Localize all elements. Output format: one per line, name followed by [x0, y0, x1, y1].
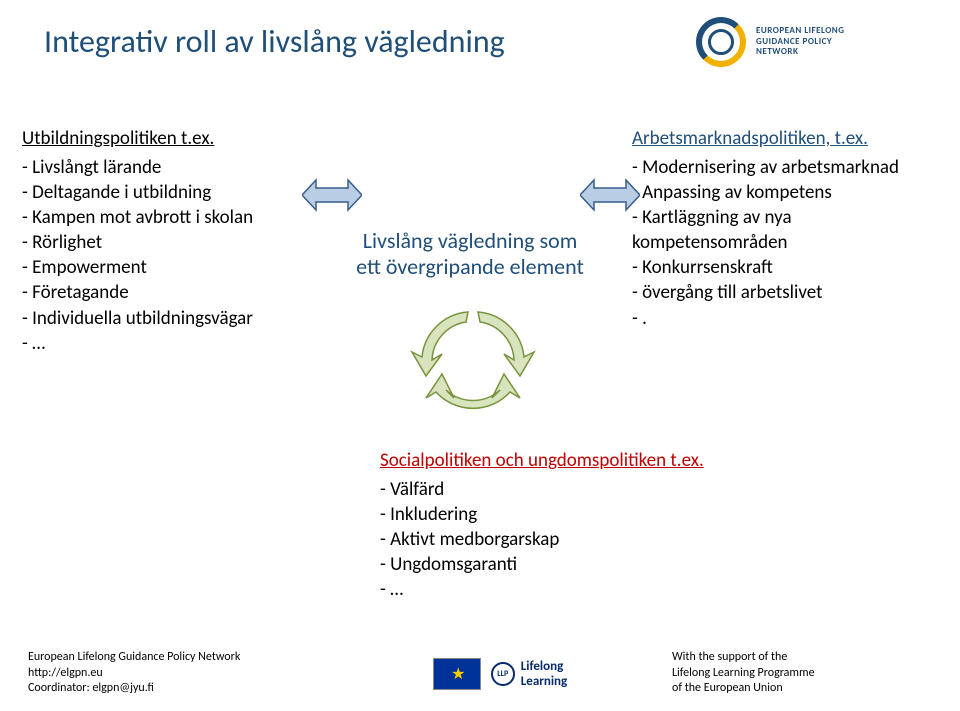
social-youth-policy-block: Socialpolitiken och ungdomspolitiken t.e…	[380, 448, 850, 602]
labour-list: Modernisering av arbetsmarknad Anpassing…	[632, 155, 932, 331]
list-item: Välfärd	[380, 477, 850, 502]
list-item: Inkludering	[380, 502, 850, 527]
social-heading: Socialpolitiken och ungdomspolitiken t.e…	[380, 448, 850, 473]
education-list: Livslångt lärande Deltagande i utbildnin…	[22, 155, 302, 356]
elgpn-logo-mark	[696, 17, 746, 67]
footer-support3: of the European Union	[672, 681, 932, 697]
elgpn-logo-text: EUROPEAN LIFELONG GUIDANCE POLICY NETWOR…	[756, 26, 844, 57]
list-item: övergång till arbetslivet	[632, 280, 932, 305]
list-item: Empowerment	[22, 255, 302, 280]
footer-mid: ★ LLP Lifelong Learning	[328, 658, 672, 690]
eu-stars-icon: ★	[434, 659, 480, 689]
footer-url: http://elgpn.eu	[28, 666, 328, 682]
footer-support2: Lifelong Learning Programme	[672, 666, 932, 682]
center-line1: Livslång vägledning som	[340, 228, 600, 254]
footer-coordinator: Coordinator: elgpn@jyu.fi	[28, 681, 328, 697]
footer-support1: With the support of the	[672, 650, 932, 666]
footer-org: European Lifelong Guidance Policy Networ…	[28, 650, 328, 666]
list-item: Rörlighet	[22, 230, 302, 255]
list-item: Kampen mot avbrott i skolan	[22, 205, 302, 230]
education-heading: Utbildningspolitiken t.ex.	[22, 126, 302, 151]
list-item: Livslångt lärande	[22, 155, 302, 180]
footer-right: With the support of the Lifelong Learnin…	[672, 650, 932, 697]
labour-policy-block: Arbetsmarknadspolitiken, t.ex. Modernise…	[632, 126, 932, 331]
footer-left: European Lifelong Guidance Policy Networ…	[28, 650, 328, 697]
education-policy-block: Utbildningspolitiken t.ex. Livslångt lär…	[22, 126, 302, 356]
list-item: Deltagande i utbildning	[22, 180, 302, 205]
eu-flag-icon: ★	[433, 658, 481, 690]
labour-heading: Arbetsmarknadspolitiken, t.ex.	[632, 126, 932, 151]
list-item: Konkurrsenskraft	[632, 255, 932, 280]
elgpn-logo: EUROPEAN LIFELONG GUIDANCE POLICY NETWOR…	[696, 14, 936, 70]
lll-line2: Learning	[521, 674, 567, 689]
list-item: .	[632, 306, 932, 331]
list-item: Modernisering av arbetsmarknad	[632, 155, 932, 180]
lifelong-learning-logo: LLP Lifelong Learning	[491, 659, 567, 689]
footer: European Lifelong Guidance Policy Networ…	[0, 650, 960, 697]
list-item: Företagande	[22, 280, 302, 305]
lll-ring-icon: LLP	[491, 662, 515, 686]
double-arrow-right	[580, 178, 640, 212]
cycle-arrows	[408, 302, 538, 422]
list-item: Ungdomsgaranti	[380, 552, 850, 577]
center-line2: ett övergripande element	[340, 254, 600, 280]
list-item: …	[22, 331, 302, 356]
logo-line3: NETWORK	[756, 47, 844, 57]
list-item: Individuella utbildningsvägar	[22, 306, 302, 331]
slide-title: Integrativ roll av livslång vägledning	[44, 22, 505, 61]
list-item: Kartläggning av nya kompetensområden	[632, 205, 932, 255]
list-item: Aktivt medborgarskap	[380, 527, 850, 552]
list-item: Anpassing av kompetens	[632, 180, 932, 205]
list-item: …	[380, 577, 850, 602]
lll-line1: Lifelong	[521, 659, 567, 674]
double-arrow-left	[302, 178, 362, 212]
social-list: Välfärd Inkludering Aktivt medborgarskap…	[380, 477, 850, 602]
center-label: Livslång vägledning som ett övergripande…	[340, 228, 600, 281]
